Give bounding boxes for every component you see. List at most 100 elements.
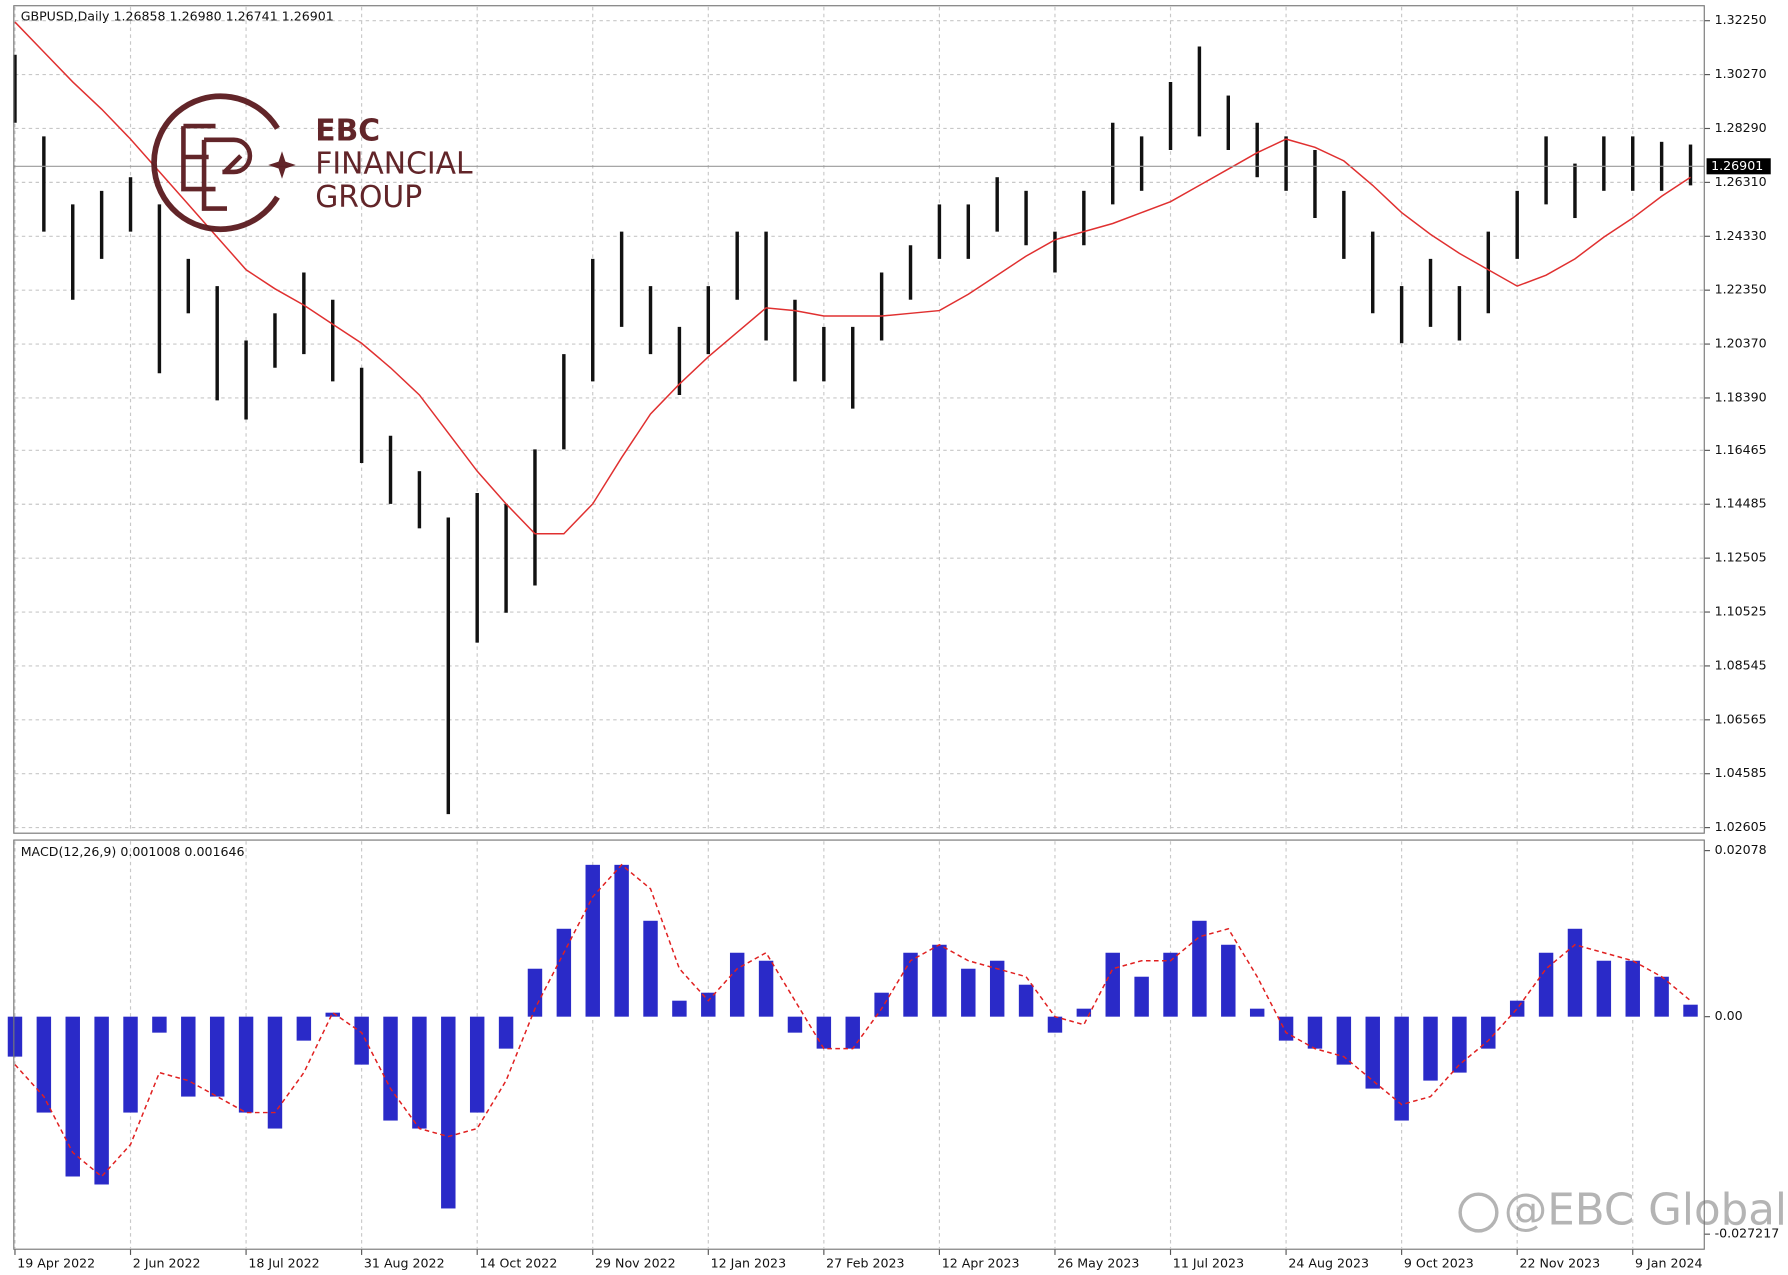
histogram-bar — [787, 1016, 803, 1033]
histogram-bar — [701, 992, 716, 1017]
histogram-bar — [469, 1016, 485, 1113]
histogram-bar — [209, 1016, 225, 1097]
histogram-bar — [65, 1016, 80, 1177]
histogram-bar — [94, 1016, 109, 1185]
y-tick-label: 1.06565 — [1715, 711, 1767, 726]
histogram-bar — [961, 968, 976, 1017]
logo-mark — [181, 123, 253, 211]
histogram-bar — [614, 864, 629, 1017]
watermark: @EBC Global — [1458, 1186, 1787, 1236]
histogram-bar — [1278, 1016, 1294, 1041]
y-tick-label: 1.32250 — [1715, 12, 1767, 27]
x-tick-label: 29 Nov 2022 — [595, 1256, 676, 1271]
last-price-label: 1.26901 — [1711, 158, 1763, 173]
x-tick-label: 19 Apr 2022 — [17, 1256, 95, 1271]
y-tick-label: 0.00 — [1715, 1008, 1743, 1023]
x-tick-label: 26 May 2023 — [1057, 1256, 1139, 1271]
y-tick-label: 1.30270 — [1715, 66, 1767, 81]
histogram-bar — [1192, 920, 1207, 1017]
y-tick-label: -0.027217 — [1715, 1226, 1780, 1241]
x-tick-label: 12 Apr 2023 — [942, 1256, 1020, 1271]
y-tick-label: 1.28290 — [1715, 120, 1767, 135]
histogram-bar — [1394, 1016, 1409, 1121]
macd-title: MACD(12,26,9) 0.001008 0.001646 — [21, 844, 245, 859]
histogram-bar — [1683, 1004, 1698, 1017]
histogram-bar — [989, 960, 1005, 1017]
histogram-bar — [1625, 960, 1640, 1017]
histogram-bar — [296, 1016, 312, 1041]
histogram-bar — [1105, 952, 1120, 1017]
histogram-bar — [1538, 952, 1554, 1017]
logo-text: FINANCIAL — [315, 147, 473, 182]
price-frame — [13, 5, 1705, 834]
logo-text: GROUP — [315, 180, 422, 215]
histogram-bar — [181, 1016, 196, 1097]
histogram-bar — [1249, 1008, 1265, 1017]
plot-layer: 19 Apr 2022 2 Jun 2022 18 Jul 2022 31 Aug 2… — [7, 6, 1780, 1271]
x-tick-label: 31 Aug 2022 — [364, 1256, 445, 1271]
signal-line — [14, 863, 1691, 1178]
last-price-tag — [1706, 158, 1771, 175]
histogram-bar — [903, 952, 918, 1017]
x-tick-label: 14 Oct 2022 — [479, 1256, 557, 1271]
logo: EBC FINANCIAL GROUP — [151, 93, 473, 233]
x-tick-label: 9 Jan 2024 — [1635, 1256, 1702, 1271]
histogram-bar — [845, 1016, 860, 1049]
histogram-bar — [585, 864, 600, 1017]
x-tick-label: 18 Jul 2022 — [248, 1256, 319, 1271]
y-tick-label: 1.04585 — [1715, 765, 1767, 780]
y-tick-label: 1.16465 — [1715, 442, 1767, 457]
watermark-icon — [1458, 1192, 1499, 1233]
x-tick-label: 11 Jul 2023 — [1173, 1256, 1244, 1271]
histogram-bar — [1509, 1000, 1525, 1017]
histogram-bar — [1336, 1016, 1352, 1065]
y-tick-label: 0.02078 — [1715, 842, 1767, 857]
histogram-bar — [1047, 1016, 1063, 1033]
histogram-bar — [1134, 976, 1149, 1017]
histogram-bar — [238, 1016, 254, 1113]
histogram-bar — [932, 944, 947, 1017]
histogram-bar — [152, 1016, 167, 1033]
histogram-bar — [672, 1000, 687, 1017]
histogram-bar — [441, 1016, 456, 1209]
histogram-bar — [1481, 1016, 1496, 1049]
histogram-bar — [498, 1016, 514, 1049]
histogram-bar — [816, 1016, 832, 1049]
logo-ring — [151, 93, 280, 233]
histogram-bar — [556, 928, 572, 1017]
macd-frame — [13, 839, 1705, 1250]
y-tick-label: 1.22350 — [1715, 282, 1767, 297]
y-tick-label: 1.02605 — [1715, 819, 1767, 834]
price-title: GBPUSD,Daily 1.26858 1.26980 1.26741 1.2… — [21, 9, 334, 24]
histogram-bar — [643, 920, 658, 1017]
x-tick-label: 2 Jun 2022 — [133, 1256, 201, 1271]
x-tick-label: 22 Nov 2023 — [1519, 1256, 1600, 1271]
y-tick-label: 1.24330 — [1715, 228, 1767, 243]
x-tick-label: 24 Aug 2023 — [1288, 1256, 1369, 1271]
y-tick-label: 1.08545 — [1715, 657, 1767, 672]
moving-average — [14, 21, 1691, 535]
histogram-bar — [383, 1016, 398, 1121]
histogram-bar — [874, 992, 889, 1017]
histogram-bar — [1365, 1016, 1380, 1089]
y-tick-label: 1.18390 — [1715, 389, 1767, 404]
histogram-bar — [354, 1016, 369, 1065]
histogram-bar — [1596, 960, 1612, 1017]
x-tick-label: 12 Jan 2023 — [711, 1256, 786, 1271]
histogram-bar — [1654, 976, 1669, 1017]
y-tick-label: 1.26310 — [1715, 174, 1767, 189]
logo-text: EBC — [315, 113, 380, 148]
logo-star — [268, 151, 296, 179]
histogram-bar — [123, 1016, 138, 1113]
y-tick-label: 1.20370 — [1715, 336, 1767, 351]
histogram-bar — [1452, 1016, 1467, 1073]
histogram-bar — [267, 1016, 283, 1129]
histogram-bar — [758, 960, 774, 1017]
histogram-bar — [729, 952, 745, 1017]
histogram-bar — [1221, 944, 1236, 1017]
histogram-bar — [412, 1016, 427, 1129]
histogram-bar — [527, 968, 543, 1017]
y-tick-label: 1.10525 — [1715, 604, 1767, 619]
